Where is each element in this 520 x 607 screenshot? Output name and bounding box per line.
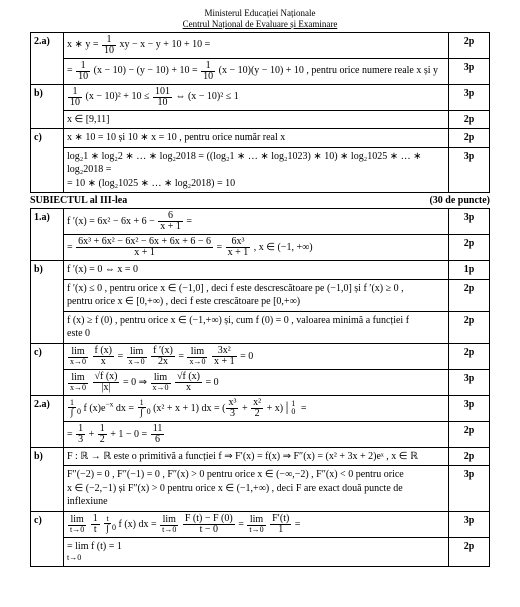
t: f ′(x) ≤ 0 , pentru orice x ∈ (−1,0] , d…: [67, 282, 445, 296]
t: pentru orice x ∈ [0,+∞) , deci f este cr…: [67, 295, 445, 309]
label-2b: b): [31, 84, 64, 129]
t: =: [67, 428, 73, 439]
t: = 10 ∗ (log₂1025 ∗ … ∗ log₂2018) = 10: [67, 177, 445, 191]
cell-3-1a-2: = 6x³ + 6x² − 6x² − 6x + 6x + 6 − 6x + 1…: [64, 235, 449, 261]
label-3-1b: b): [31, 261, 64, 344]
t: log₂1 ∗ log₂2 ∗ … ∗ log₂2018 = ((log₂1 ∗…: [67, 150, 445, 177]
cell-3-2b-2: F″(−2) = 0 , F″(−1) = 0 , F″(x) > 0 pent…: [64, 466, 449, 512]
cell-3-2c-2: = lim f (t) = 1 t→0: [64, 537, 449, 566]
label-3-1c: c): [31, 343, 64, 395]
cell-2a-2: = 110 (x − 10) − (y − 10) + 10 = 110 (x …: [64, 58, 449, 84]
pts-3-1b-1: 1p: [449, 261, 490, 280]
pts-3-2a-1: 3p: [449, 395, 490, 421]
pts-2a-1: 2p: [449, 32, 490, 58]
pts-3-2c-1: 3p: [449, 511, 490, 537]
t: xy − x − y + 10 + 10 =: [120, 39, 211, 50]
cell-3-1c-2: limx→0 √f (x)|x| = 0 ⇒ limx→0 √f (x)x = …: [64, 369, 449, 395]
t: ⇔ (x − 10)² ≤ 1: [175, 91, 238, 102]
pts-3-1c-1: 2p: [449, 343, 490, 369]
t: , x ∈ (−1, +∞): [254, 242, 313, 253]
label-3-2b: b): [31, 447, 64, 511]
pts-2c-2: 3p: [449, 147, 490, 193]
header-line2: Centrul Național de Evaluare și Examinar…: [30, 19, 490, 30]
t: t→0: [67, 553, 445, 564]
t: = 0: [206, 376, 219, 387]
t: x ∗ y =: [67, 39, 99, 50]
pts-3-1a-2: 2p: [449, 235, 490, 261]
t: (x − 10)(y − 10) + 10 , pentru orice num…: [219, 65, 438, 76]
pts-3-2a-2: 2p: [449, 421, 490, 447]
pts-3-1c-2: 3p: [449, 369, 490, 395]
cell-2c-1: x ∗ 10 = 10 și 10 ∗ x = 10 , pentru oric…: [64, 129, 449, 148]
pts-3-1b-3: 2p: [449, 311, 490, 343]
t: =: [186, 216, 192, 227]
cell-3-1a-1: f ′(x) = 6x² − 6x + 6 − 6x + 1 =: [64, 209, 449, 235]
doc-header: Ministerul Educației Naționale Centrul N…: [30, 8, 490, 30]
pts-3-2b-1: 2p: [449, 447, 490, 466]
cell-2b-1: 110 (x − 10)² + 10 ≤ 10110 ⇔ (x − 10)² ≤…: [64, 84, 449, 110]
pts-2c-1: 2p: [449, 129, 490, 148]
t: x ∈ (−2,−1) și F″(x) > 0 pentru orice x …: [67, 482, 445, 496]
t: f ′(x) = 6x² − 6x + 6 −: [67, 216, 155, 227]
pts-3-2b-2: 3p: [449, 466, 490, 512]
label-3-2c: c): [31, 511, 64, 566]
pts-2a-2: 3p: [449, 58, 490, 84]
label-3-1a: 1.a): [31, 209, 64, 261]
section3-title: SUBIECTUL al III-lea: [30, 195, 127, 206]
cell-3-2c-1: limt→0 1t t∫0 f (x) dx = limt→0 F (t) − …: [64, 511, 449, 537]
t: =: [216, 242, 222, 253]
table-subject2: 2.a) x ∗ y = 110 xy − x − y + 10 + 10 = …: [30, 32, 490, 194]
pts-2b-2: 2p: [449, 110, 490, 129]
t: f (x) ≥ f (0) , pentru orice x ∈ (−1,+∞)…: [67, 314, 445, 328]
t: (x − 10)² + 10 ≤: [86, 91, 150, 102]
pts-3-2c-2: 2p: [449, 537, 490, 566]
cell-2b-2: x ∈ [9,11]: [64, 110, 449, 129]
t: =: [67, 242, 73, 253]
cell-3-1b-1: f ′(x) = 0 ⇔ x = 0: [64, 261, 449, 280]
t: =: [301, 402, 307, 413]
pts-3-1a-1: 3p: [449, 209, 490, 235]
page: Ministerul Educației Naționale Centrul N…: [0, 0, 520, 579]
label-3-2a: 2.a): [31, 395, 64, 447]
table-subject3: 1.a) f ′(x) = 6x² − 6x + 6 − 6x + 1 = 3p…: [30, 208, 490, 567]
cell-3-2a-2: = 13 + 12 + 1 − 0 = 116: [64, 421, 449, 447]
t: F″(−2) = 0 , F″(−1) = 0 , F″(x) > 0 pent…: [67, 468, 445, 482]
pts-2b-1: 3p: [449, 84, 490, 110]
t: (x − 10) − (y − 10) + 10 =: [94, 65, 198, 76]
t: = lim f (t) = 1: [67, 541, 122, 552]
t: inflexiune: [67, 495, 445, 509]
t: = 0 ⇒: [123, 376, 147, 387]
label-2c: c): [31, 129, 64, 193]
t: = 0: [240, 350, 253, 361]
cell-3-1b-2: f ′(x) ≤ 0 , pentru orice x ∈ (−1,0] , d…: [64, 279, 449, 311]
label-2a: 2.a): [31, 32, 64, 84]
section3-points: (30 de puncte): [429, 195, 490, 206]
cell-3-1c-1: limx→0 f (x)x = limx→0 f ′(x)2x = limx→0…: [64, 343, 449, 369]
header-line1: Ministerul Educației Naționale: [30, 8, 490, 19]
cell-3-2a-1: 1∫0 f (x)e−x dx = 1∫0 (x² + x + 1) dx = …: [64, 395, 449, 421]
cell-3-1b-3: f (x) ≥ f (0) , pentru orice x ∈ (−1,+∞)…: [64, 311, 449, 343]
cell-3-2b-1: F : ℝ → ℝ este o primitivă a funcției f …: [64, 447, 449, 466]
cell-2c-2: log₂1 ∗ log₂2 ∗ … ∗ log₂2018 = ((log₂1 ∗…: [64, 147, 449, 193]
section3-title-row: SUBIECTUL al III-lea (30 de puncte): [30, 195, 490, 206]
t: =: [67, 65, 73, 76]
t: este 0: [67, 327, 445, 341]
pts-3-1b-2: 2p: [449, 279, 490, 311]
cell-2a-1: x ∗ y = 110 xy − x − y + 10 + 10 =: [64, 32, 449, 58]
